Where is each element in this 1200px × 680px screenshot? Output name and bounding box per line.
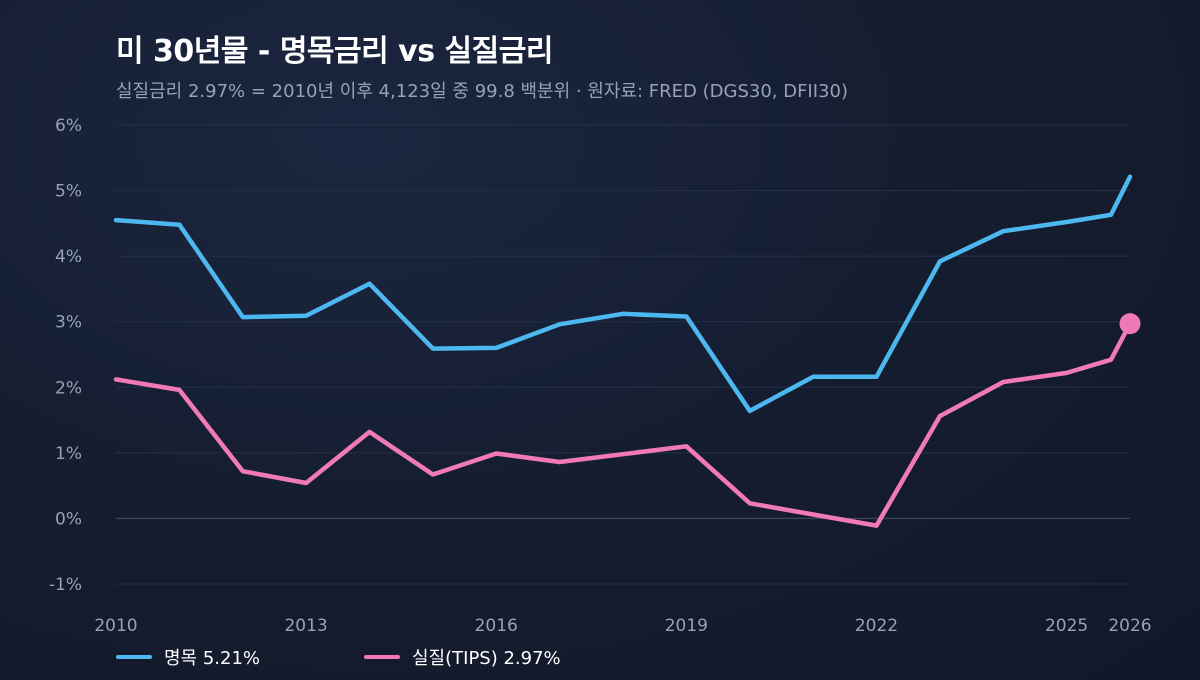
x-tick-label: 2026 — [1108, 616, 1151, 636]
chart-series — [113, 174, 1141, 528]
x-axis-labels: 2010 2013 2016 2019 2022 2025 2026 — [94, 616, 1151, 636]
y-axis-labels: -1% 0% 1% 2% 3% 4% 5% 6% — [49, 116, 82, 595]
y-tick-label: -1% — [49, 575, 82, 595]
series-endpoint-marker — [1119, 313, 1141, 335]
chart-title: 미 30년물 - 명목금리 vs 실질금리 — [116, 34, 553, 69]
legend-item-real: 실질(TIPS) 2.97% — [364, 644, 561, 670]
x-tick-label: 2025 — [1045, 616, 1088, 636]
chart-subtitle: 실질금리 2.97% = 2010년 이후 4,123일 중 99.8 백분위 … — [116, 81, 848, 102]
x-tick-label: 2019 — [665, 616, 708, 636]
legend-swatch-real — [364, 655, 400, 659]
y-tick-label: 6% — [55, 116, 82, 136]
series-line-0 — [113, 174, 1133, 414]
y-tick-label: 3% — [55, 313, 82, 333]
x-tick-label: 2016 — [475, 616, 518, 636]
x-tick-label: 2022 — [855, 616, 898, 636]
legend-label-real: 실질(TIPS) 2.97% — [412, 648, 561, 669]
legend-swatch-nominal — [116, 655, 152, 659]
series-line-1 — [113, 321, 1133, 528]
y-tick-label: 0% — [55, 509, 82, 529]
y-tick-label: 1% — [55, 444, 82, 464]
legend-label-nominal: 명목 5.21% — [164, 648, 261, 669]
x-tick-label: 2010 — [94, 616, 137, 636]
y-tick-label: 4% — [55, 247, 82, 267]
legend-item-nominal: 명목 5.21% — [116, 644, 260, 670]
y-tick-label: 2% — [55, 378, 82, 398]
x-tick-label: 2013 — [284, 616, 327, 636]
y-tick-label: 5% — [55, 182, 82, 202]
chart-grid — [116, 124, 1130, 585]
